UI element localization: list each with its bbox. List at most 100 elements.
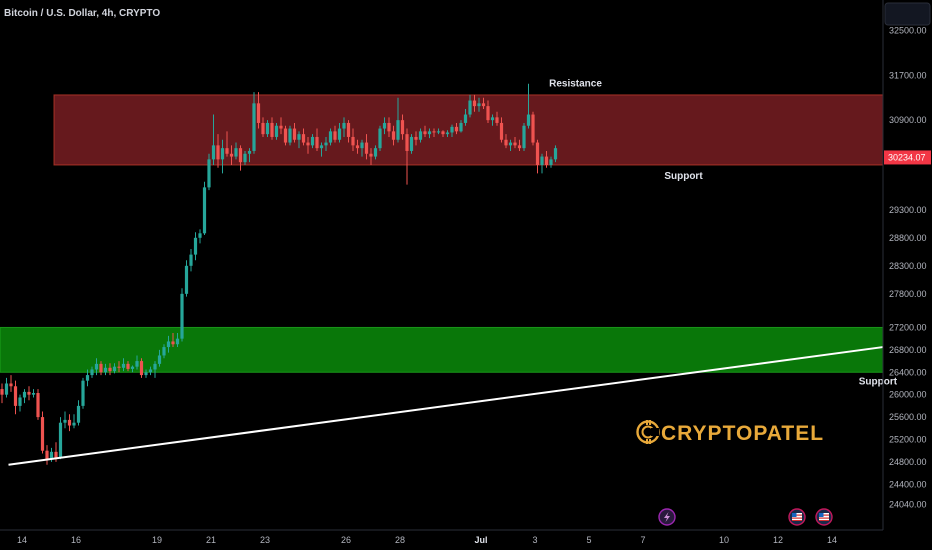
price-tick-label: 29300.00 [889, 205, 927, 215]
candle-body [144, 372, 148, 376]
brand-text: CRYPTOPATEL [661, 422, 824, 445]
candle-body [364, 142, 369, 154]
candle [522, 122, 526, 151]
time-axis[interactable]: 14 16 19 21 23 26 28 Jul 3 5 7 10 12 14 [17, 535, 837, 545]
us-flag-event-icon[interactable] [788, 508, 806, 526]
candle [553, 145, 558, 163]
candle [171, 333, 175, 348]
candle [544, 150, 549, 168]
candle [117, 361, 121, 373]
candle-body [328, 131, 333, 143]
candle [450, 124, 454, 137]
candle-body [126, 363, 130, 369]
candle [355, 139, 360, 154]
candle [108, 363, 112, 376]
candle-body [472, 100, 477, 107]
annotation-label: Support [664, 171, 703, 182]
candle-body [207, 159, 211, 188]
candle-body [67, 419, 72, 426]
candle-body [387, 122, 391, 132]
candle-body [373, 148, 378, 157]
candle-body [436, 131, 441, 133]
candle [405, 128, 409, 185]
candle [198, 229, 202, 244]
candle-body [108, 367, 112, 372]
price-tick-label: 28300.00 [889, 261, 927, 271]
candle-body [333, 131, 337, 140]
candle-body [432, 131, 436, 133]
candle-body [40, 417, 45, 451]
candle [292, 122, 297, 143]
candle-body [189, 254, 193, 266]
candle [103, 363, 108, 376]
candle [504, 134, 508, 149]
candle-body [445, 132, 450, 135]
candle [531, 111, 535, 146]
candle [184, 260, 189, 297]
candle [72, 414, 76, 429]
last-price-tag: 30234.07 [884, 150, 931, 165]
candle-body [427, 131, 432, 135]
candle [31, 389, 36, 398]
candle-body [360, 142, 364, 149]
lightning-event-icon[interactable] [658, 508, 676, 526]
candle-body [243, 153, 247, 163]
candle-body [423, 131, 427, 135]
candle-body [270, 122, 274, 137]
candle-body [481, 103, 486, 107]
last-price-label: 30234.07 [888, 152, 926, 162]
candle-body [225, 148, 229, 154]
candle [315, 128, 319, 151]
price-axis[interactable]: 32500.00 31700.00 30900.00 29300.00 28800.00… [889, 26, 927, 510]
brand-logo-icon [636, 420, 660, 444]
candle [216, 134, 220, 168]
candle [207, 153, 211, 191]
candle-body [76, 405, 81, 423]
candle [229, 145, 234, 165]
candle-body [22, 391, 27, 398]
candle-body [49, 451, 54, 460]
candle [274, 122, 279, 140]
candle [153, 361, 157, 378]
candle [243, 150, 247, 165]
price-tick-label: 26800.00 [889, 345, 927, 355]
candle [252, 92, 256, 154]
candle-body [288, 128, 292, 143]
time-tick-label: 19 [152, 535, 162, 545]
candle [261, 117, 265, 137]
candle-body [103, 367, 108, 373]
candle-body [544, 156, 549, 165]
candle [13, 380, 18, 415]
candle [472, 94, 477, 112]
time-tick-label: Jul [474, 535, 487, 545]
candle-body [531, 114, 535, 143]
candle-body [166, 341, 171, 348]
candle [256, 92, 261, 129]
candle [369, 148, 373, 165]
candle-body [261, 122, 265, 135]
candle-body [45, 450, 49, 460]
candle-body [121, 363, 126, 368]
candle-body [441, 131, 445, 135]
candle-body [553, 148, 558, 160]
candle [459, 120, 463, 133]
candle-body [535, 142, 540, 165]
candle-body [283, 128, 288, 143]
candle [270, 117, 274, 140]
candle [418, 128, 423, 143]
candle [238, 145, 243, 171]
candle [409, 134, 414, 154]
candle-body [171, 341, 175, 345]
last-price-tag-bg [884, 150, 931, 165]
price-tick-label: 27200.00 [889, 322, 927, 332]
price-tick-label: 26000.00 [889, 390, 927, 400]
candle [63, 411, 67, 429]
candle-body [4, 383, 9, 395]
us-flag-event-icon[interactable] [815, 508, 833, 526]
candle [234, 142, 238, 160]
price-tick-label: 32500.00 [889, 26, 927, 36]
price-scale-settings-button[interactable] [884, 2, 931, 26]
